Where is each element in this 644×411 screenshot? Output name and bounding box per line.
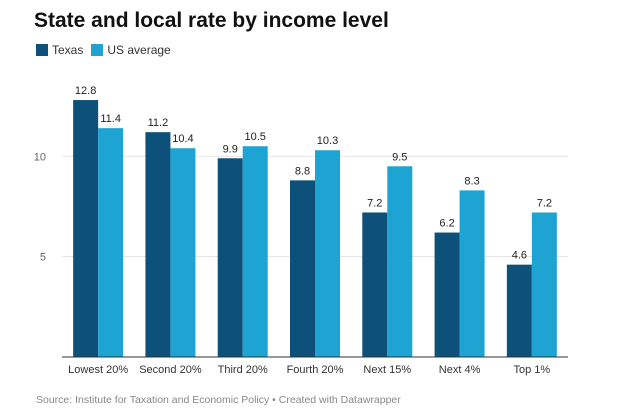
bar-us-average [315, 150, 340, 357]
legend-label-us-average: US average [107, 43, 171, 57]
bar-texas [217, 158, 243, 357]
data-label: 9.9 [223, 143, 238, 155]
bar-texas [434, 232, 460, 357]
data-label: 9.5 [392, 151, 407, 163]
data-label: 8.8 [295, 165, 310, 177]
y-tick-label: 10 [34, 151, 46, 163]
x-tick-label: Second 20% [139, 364, 202, 376]
bar-texas [506, 264, 532, 357]
legend: Texas US average [36, 43, 179, 57]
bar-texas [145, 132, 171, 357]
bar-us-average [459, 190, 485, 357]
data-label: 11.4 [100, 113, 121, 125]
legend-swatch-texas [36, 44, 48, 56]
x-tick-label: Fourth 20% [287, 364, 344, 376]
data-label: 12.8 [75, 85, 96, 97]
bar-texas [290, 180, 315, 357]
source-note: Source: Institute for Taxation and Econo… [36, 394, 401, 406]
bar-us-average [242, 146, 268, 357]
data-label: 11.2 [148, 117, 169, 129]
data-label: 7.2 [537, 197, 552, 209]
data-label: 10.5 [245, 131, 266, 143]
legend-item-texas: Texas [36, 43, 83, 57]
bar-us-average [531, 212, 557, 357]
x-tick-label: Next 4% [439, 364, 481, 376]
y-tick-label: 5 [40, 252, 46, 264]
legend-item-us-average: US average [91, 43, 171, 57]
x-tick-label: Lowest 20% [68, 364, 128, 376]
data-label: 8.3 [464, 175, 479, 187]
bar-texas [73, 100, 99, 357]
bar-us-average [98, 128, 124, 357]
legend-swatch-us-average [91, 44, 104, 56]
data-label: 6.2 [439, 218, 454, 230]
bar-texas [362, 212, 388, 357]
bar-us-average [170, 148, 196, 357]
data-label: 10.3 [317, 135, 338, 147]
x-tick-label: Next 15% [363, 364, 411, 376]
x-tick-label: Top 1% [514, 364, 551, 376]
chart-title: State and local rate by income level [34, 9, 389, 32]
data-label: 4.6 [512, 250, 527, 262]
bar-us-average [387, 166, 413, 357]
data-label: 7.2 [367, 197, 382, 209]
x-tick-label: Third 20% [218, 364, 268, 376]
legend-label-texas: Texas [52, 43, 84, 57]
data-label: 10.4 [172, 133, 193, 145]
